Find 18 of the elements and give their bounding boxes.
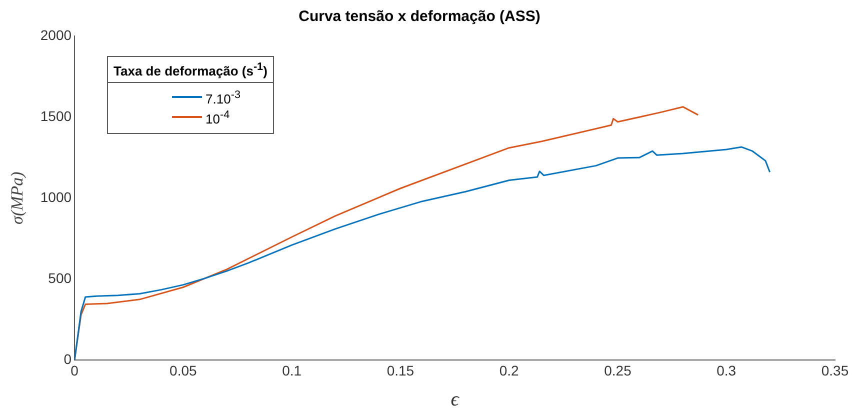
x-tick-label: 0.3 xyxy=(716,362,736,378)
y-tick-label: 0 xyxy=(64,351,72,368)
legend-label: 7.10$^{-3}$ xyxy=(206,88,240,106)
chart-title: Curva tensão x deformação (ASS) xyxy=(298,8,540,26)
legend-title: Taxa de deformação (s$^{-1}$) xyxy=(108,57,274,84)
x-tick-label: 0.1 xyxy=(282,362,302,378)
x-tick-label: 0.2 xyxy=(499,362,520,378)
y-axis-title: σ(MPa) xyxy=(8,171,27,224)
x-tick-label: 0.35 xyxy=(821,362,849,378)
legend-label: 10$^{-4}$ xyxy=(206,108,230,126)
y-tick-label: 500 xyxy=(48,270,72,286)
x-tick-label: 0.05 xyxy=(170,362,198,378)
x-axis-title: ϵ xyxy=(450,388,460,410)
x-tick-label: 0.25 xyxy=(604,362,632,378)
y-tick-label: 1000 xyxy=(40,188,72,205)
x-tick-label: 0.15 xyxy=(386,362,414,378)
y-tick-label: 1500 xyxy=(40,108,72,124)
y-tick-label: 2000 xyxy=(40,26,72,43)
